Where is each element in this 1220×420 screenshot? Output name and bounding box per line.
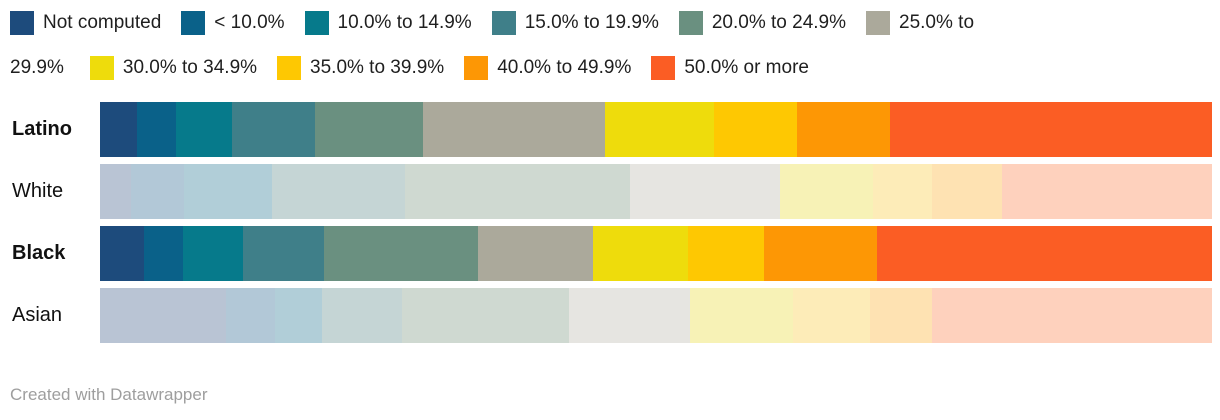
- bar-segment: [324, 226, 479, 281]
- bar-segment: [569, 288, 690, 343]
- bar-segment: [605, 102, 714, 157]
- bar-segment: [763, 226, 877, 281]
- row-label: Black: [12, 242, 66, 264]
- row-label: White: [12, 180, 64, 202]
- bar-segment: [401, 288, 569, 343]
- bar-segment: [322, 288, 402, 343]
- legend-label: 10.0% to 14.9%: [337, 11, 472, 33]
- bar-row: White: [0, 164, 1220, 219]
- bar-segment: [137, 102, 177, 157]
- bar-row: Black: [0, 226, 1220, 281]
- legend-line: Not computed < 10.0% 10.0% to 14.9% 15.0% t…: [10, 0, 1212, 45]
- bar-segment: [272, 164, 405, 219]
- bar-segment: [100, 164, 132, 219]
- bar-segment: [687, 226, 764, 281]
- legend-label: 15.0% to 19.9%: [524, 11, 659, 33]
- legend-item: 35.0% to 39.9%: [277, 55, 445, 80]
- bar-segment: [931, 288, 1212, 343]
- legend-swatch: [651, 55, 676, 80]
- bar-segment: [183, 226, 244, 281]
- bar-segment: [243, 226, 325, 281]
- legend-label: 35.0% to 39.9%: [310, 56, 445, 78]
- bar-segment: [876, 226, 1212, 281]
- legend-swatch: [10, 10, 34, 35]
- bar-segment: [184, 164, 272, 219]
- legend-swatch: [678, 10, 703, 35]
- bar-segment: [100, 288, 226, 343]
- legend-item: 25.0% to: [866, 10, 975, 35]
- legend-item: Not computed: [10, 10, 162, 35]
- legend-item: 10.0% to 14.9%: [304, 10, 472, 35]
- legend-line: 29.9% 30.0% to 34.9% 35.0% to 39.9% 40.0% t…: [10, 45, 1212, 90]
- bar-segment: [404, 164, 630, 219]
- bar-segment: [225, 288, 276, 343]
- bar-segment: [931, 164, 1002, 219]
- row-label: Latino: [12, 118, 72, 140]
- row-label: Asian: [12, 304, 63, 326]
- legend-swatch: [491, 10, 516, 35]
- legend-item: 20.0% to 24.9%: [678, 10, 847, 35]
- legend-swatch: [866, 10, 891, 35]
- legend-swatch: [181, 10, 206, 35]
- bar-segment: [713, 102, 797, 157]
- stacked-bar: [100, 288, 1212, 343]
- bar-segment: [144, 226, 184, 281]
- bar-segment: [176, 102, 233, 157]
- bar-segment: [629, 164, 780, 219]
- bar-row: Asian: [0, 288, 1220, 343]
- bar-segment: [131, 164, 185, 219]
- bar-segment: [1001, 164, 1212, 219]
- bar-segment: [100, 102, 138, 157]
- legend-label: Not computed: [43, 11, 162, 33]
- bar-segment: [593, 226, 688, 281]
- bar-segment: [779, 164, 873, 219]
- bar-segment: [100, 226, 145, 281]
- legend-item: < 10.0%: [181, 10, 285, 35]
- legend-label: < 10.0%: [214, 11, 285, 33]
- legend: Not computed < 10.0% 10.0% to 14.9% 15.0% t…: [0, 0, 1220, 90]
- legend-item: 15.0% to 19.9%: [491, 10, 659, 35]
- legend-label: 40.0% to 49.9%: [497, 56, 632, 78]
- legend-item: 30.0% to 34.9%: [89, 55, 258, 80]
- bar-segment: [232, 102, 316, 157]
- legend-item: 40.0% to 49.9%: [464, 55, 632, 80]
- legend-swatch: [277, 55, 302, 80]
- bar-segment: [422, 102, 606, 157]
- datawrapper-credit-link[interactable]: Created with Datawrapper: [10, 385, 208, 404]
- bars-area: Latino White Black Asian: [0, 102, 1220, 343]
- legend-label: 25.0% to: [899, 11, 975, 33]
- bar-segment: [275, 288, 323, 343]
- bar-segment: [796, 102, 890, 157]
- stacked-bar: [100, 226, 1212, 281]
- bar-segment: [872, 164, 932, 219]
- legend-swatch: [89, 55, 114, 80]
- bar-segment: [792, 288, 870, 343]
- legend-label: 29.9%: [10, 56, 64, 78]
- bar-segment: [889, 102, 1212, 157]
- bar-segment: [315, 102, 423, 157]
- attribution-footer: Created with Datawrapper: [0, 385, 1220, 405]
- legend-swatch: [464, 55, 489, 80]
- legend-label: 50.0% or more: [684, 56, 809, 78]
- legend-label: 20.0% to 24.9%: [711, 11, 847, 33]
- bar-segment: [689, 288, 793, 343]
- stacked-bar: [100, 164, 1212, 219]
- legend-item: 50.0% or more: [651, 55, 809, 80]
- legend-label: 30.0% to 34.9%: [122, 56, 258, 78]
- bar-segment: [478, 226, 594, 281]
- bar-row: Latino: [0, 102, 1220, 157]
- legend-swatch: [304, 10, 329, 35]
- legend-item: 29.9%: [10, 57, 64, 79]
- stacked-bar: [100, 102, 1212, 157]
- bar-segment: [869, 288, 932, 343]
